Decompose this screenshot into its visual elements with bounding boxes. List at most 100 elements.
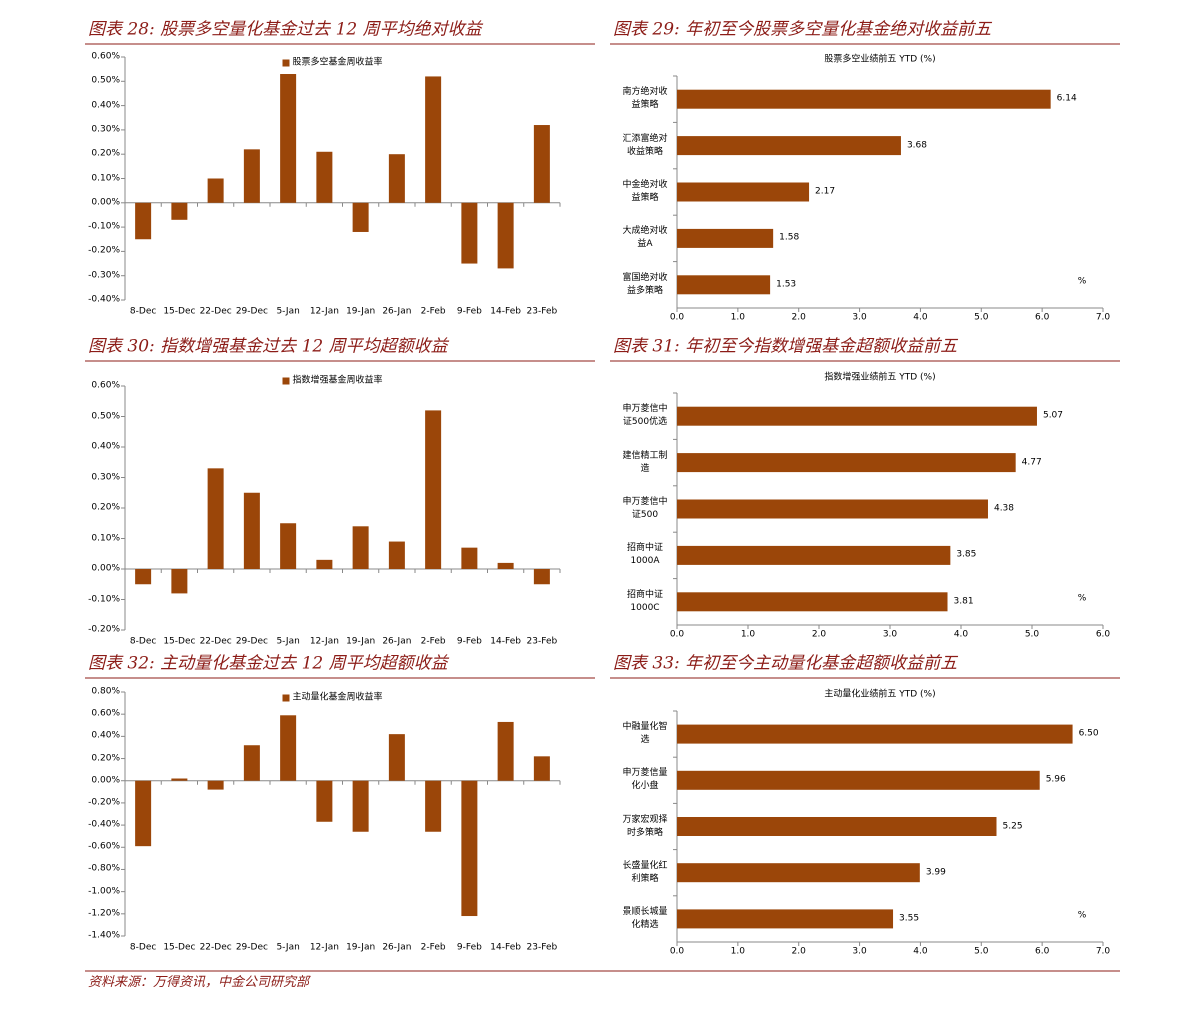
y-tick-label: 长盛量化红 利策略 xyxy=(622,860,668,884)
y-tick-label: -0.10% xyxy=(88,594,120,604)
bar xyxy=(316,151,333,203)
y-tick-label: 0.40% xyxy=(91,100,120,111)
bar xyxy=(316,780,333,822)
y-tick-label: 0.60% xyxy=(91,51,120,62)
x-tick-label: 4.0 xyxy=(913,946,928,957)
y-tick-label: -1.20% xyxy=(88,908,120,919)
y-tick-label: -1.40% xyxy=(88,930,120,941)
x-tick-label: 23-Feb xyxy=(526,636,558,647)
legend-label: 指数增强基金周收益率 xyxy=(292,375,383,386)
annotation: % xyxy=(1077,276,1087,287)
value-label: 1.58 xyxy=(779,232,800,243)
y-tick-label: -0.20% xyxy=(88,797,120,808)
x-tick-label: 5-Jan xyxy=(276,306,300,317)
bar xyxy=(135,569,152,585)
bar xyxy=(425,780,442,832)
y-tick-label: 招商中证 1000A xyxy=(626,543,664,567)
bar xyxy=(243,745,260,781)
x-tick-label: 15-Dec xyxy=(163,942,196,953)
bar xyxy=(280,523,297,569)
value-label: 3.85 xyxy=(956,549,977,560)
x-tick-label: 12-Jan xyxy=(309,942,339,953)
x-tick-label: 26-Jan xyxy=(382,942,412,953)
bar xyxy=(388,541,405,569)
bar xyxy=(388,154,405,203)
x-tick-label: 22-Dec xyxy=(199,306,232,317)
legend-label: 主动量化基金周收益率 xyxy=(292,692,383,703)
bar xyxy=(533,569,550,585)
y-tick-label: 中融量化智 选 xyxy=(622,722,668,746)
chart-title: 指数增强业绩前五 YTD (%) xyxy=(824,372,936,383)
bar xyxy=(388,734,405,781)
value-label: 6.14 xyxy=(1056,93,1077,104)
x-tick-label: 12-Jan xyxy=(309,306,339,317)
x-tick-label: 9-Feb xyxy=(456,636,482,647)
y-tick-label: 0.50% xyxy=(91,411,120,421)
y-tick-label: 万家宏观择 时多策略 xyxy=(622,814,668,838)
bar xyxy=(497,202,514,269)
legend-swatch xyxy=(282,59,290,67)
value-label: 4.77 xyxy=(1021,457,1042,468)
y-tick-label: -0.60% xyxy=(88,841,120,852)
x-tick-label: 8-Dec xyxy=(129,636,157,647)
bar xyxy=(677,863,920,883)
y-tick-label: 0.30% xyxy=(91,124,120,135)
y-tick-label: 中金绝对收 益策略 xyxy=(622,180,668,203)
y-tick-label: 汇添富绝对 收益策略 xyxy=(622,133,668,157)
x-tick-label: 26-Jan xyxy=(382,306,412,317)
y-tick-label: 0.60% xyxy=(91,380,120,391)
value-label: 1.53 xyxy=(776,279,797,290)
y-tick-label: 0.50% xyxy=(91,75,120,86)
x-tick-label: 5.0 xyxy=(974,312,989,323)
bar xyxy=(461,202,478,264)
x-tick-label: 2-Feb xyxy=(420,636,446,647)
y-tick-label: -0.20% xyxy=(88,624,120,635)
bar xyxy=(352,202,369,232)
y-tick-label: -0.10% xyxy=(88,221,120,232)
x-tick-label: 23-Feb xyxy=(526,306,558,317)
y-tick-label: 0.60% xyxy=(91,708,120,719)
x-tick-label: 12-Jan xyxy=(309,636,339,647)
bar xyxy=(677,545,951,565)
annotation: % xyxy=(1077,593,1087,604)
x-tick-label: 4.0 xyxy=(953,629,969,640)
bar xyxy=(677,817,997,836)
bar xyxy=(171,778,188,781)
x-tick-label: 6.0 xyxy=(1095,629,1111,640)
x-tick-label: 3.0 xyxy=(882,629,898,640)
x-tick-label: 4.0 xyxy=(913,312,928,323)
y-tick-label: 0.00% xyxy=(91,775,120,786)
annotation: % xyxy=(1077,910,1087,921)
y-tick-label: 招商中证 1000C xyxy=(626,589,664,613)
bar xyxy=(280,715,297,781)
bar xyxy=(316,559,333,569)
y-tick-label: 申万菱信中 证500 xyxy=(622,497,668,520)
value-label: 3.99 xyxy=(925,867,946,878)
y-tick-label: -0.80% xyxy=(88,863,120,874)
bar xyxy=(677,909,894,929)
x-tick-label: 2.0 xyxy=(791,946,806,957)
x-tick-label: 5-Jan xyxy=(276,942,300,953)
bar xyxy=(280,74,297,203)
bar xyxy=(677,592,948,612)
y-tick-label: 0.10% xyxy=(91,173,120,183)
y-tick-label: 0.20% xyxy=(91,753,120,764)
x-tick-label: 14-Feb xyxy=(490,306,521,317)
y-tick-label: 0.40% xyxy=(91,441,120,452)
figure-caption: 图表 28: 股票多空量化基金过去 12 周平均绝对收益 xyxy=(88,19,482,40)
bar xyxy=(677,453,1016,473)
x-tick-label: 19-Jan xyxy=(346,306,376,317)
bar xyxy=(425,76,442,203)
x-tick-label: 8-Dec xyxy=(129,942,157,953)
x-tick-label: 14-Feb xyxy=(490,636,521,647)
figure-caption: 图表 33: 年初至今主动量化基金超额收益前五 xyxy=(613,653,958,674)
x-tick-label: 6.0 xyxy=(1034,312,1050,323)
bar xyxy=(677,406,1037,426)
x-tick-label: 19-Jan xyxy=(346,636,376,647)
x-tick-label: 29-Dec xyxy=(235,942,268,953)
value-label: 3.68 xyxy=(906,140,927,151)
bar xyxy=(135,780,152,847)
x-tick-label: 0.0 xyxy=(669,312,685,323)
x-tick-label: 19-Jan xyxy=(346,942,376,953)
